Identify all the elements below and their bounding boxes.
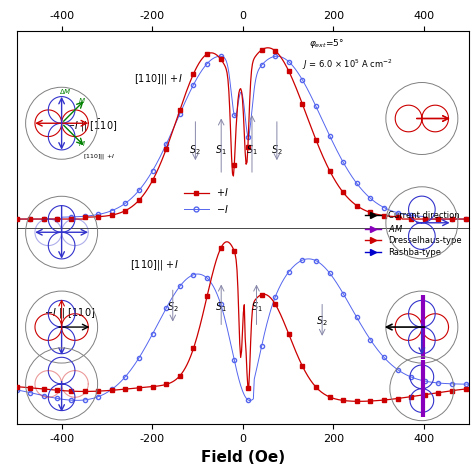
Text: [110]|| +$I$: [110]|| +$I$: [83, 153, 115, 162]
Legend: +$I$, $-I$: +$I$, $-I$: [181, 182, 233, 219]
Text: $M$: $M$: [78, 96, 85, 105]
Text: $M$: $M$: [78, 139, 85, 148]
X-axis label: Field (Oe): Field (Oe): [201, 449, 285, 465]
Text: $\varphi_{ext}$=5$\degree$: $\varphi_{ext}$=5$\degree$: [309, 37, 344, 50]
Text: $-I$ || [110]: $-I$ || [110]: [44, 306, 95, 320]
Text: $-I$ || [$\bar{1}$10]: $-I$ || [$\bar{1}$10]: [66, 118, 118, 134]
Text: S$_1$: S$_1$: [215, 143, 227, 157]
Text: [110]|| +$I$: [110]|| +$I$: [130, 258, 178, 272]
Text: S$_1$: S$_1$: [246, 143, 258, 157]
Text: S$_2$: S$_2$: [190, 143, 201, 157]
Legend: Current direction, $AM$, Dresselhaus-type, Rashba-type: Current direction, $AM$, Dresselhaus-typ…: [362, 208, 465, 260]
Text: S$_2$: S$_2$: [271, 143, 283, 157]
Text: S$_1$: S$_1$: [251, 300, 263, 314]
Text: $\Delta M$: $\Delta M$: [59, 87, 72, 96]
Text: $J$ = 6.0 $\times$ 10$^5$ A cm$^{-2}$: $J$ = 6.0 $\times$ 10$^5$ A cm$^{-2}$: [302, 58, 392, 72]
Text: [110]|| +$I$: [110]|| +$I$: [134, 72, 183, 86]
Text: S$_2$: S$_2$: [167, 300, 179, 314]
Text: S$_1$: S$_1$: [215, 300, 227, 314]
Text: S$_2$: S$_2$: [316, 314, 328, 328]
